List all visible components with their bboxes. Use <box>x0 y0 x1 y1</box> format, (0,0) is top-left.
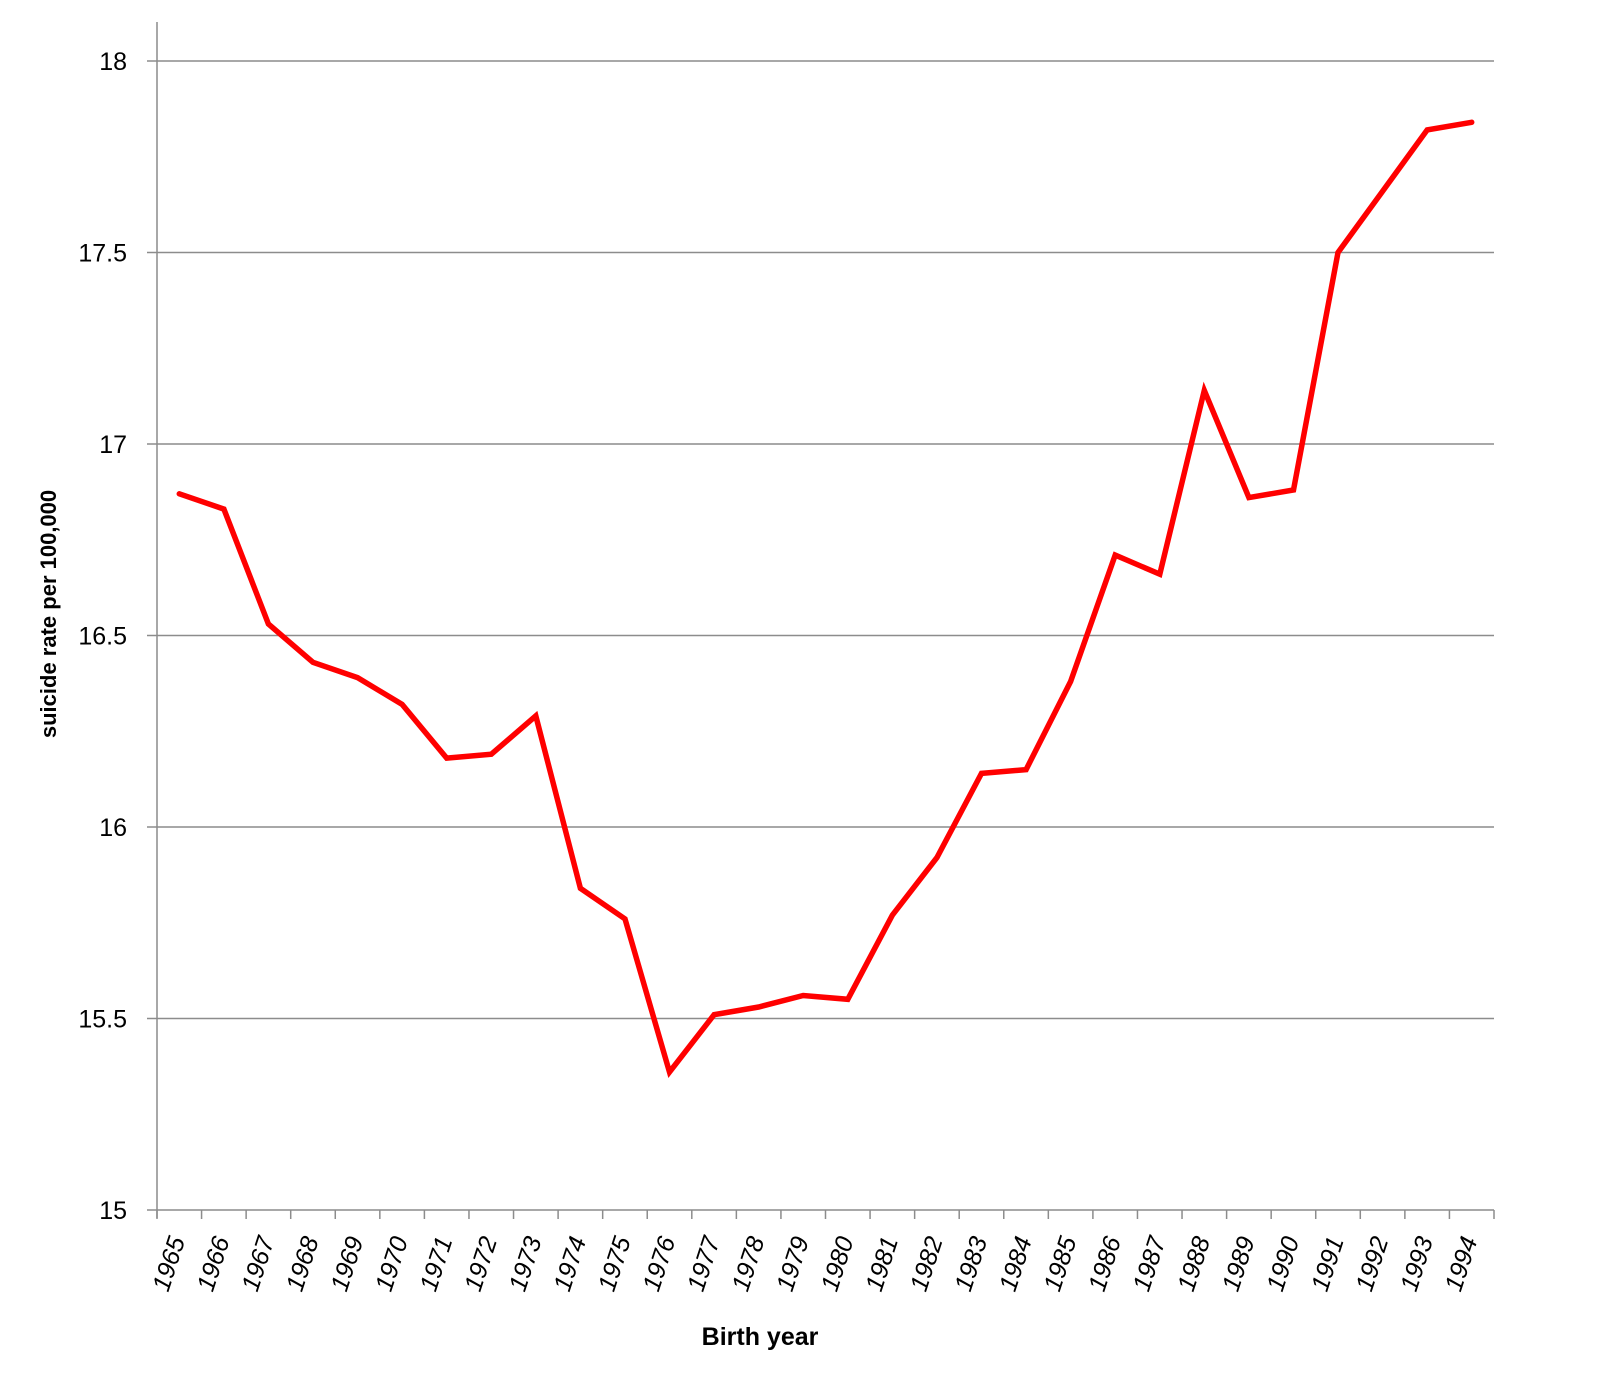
x-tick-label: 1976 <box>637 1233 681 1295</box>
y-tick-labels: 15 15.5 16 16.5 17 17.5 18 <box>78 48 127 1225</box>
x-axis-label: Birth year <box>702 1323 819 1351</box>
x-tick-label: 1993 <box>1395 1233 1439 1295</box>
x-tick-label: 1975 <box>593 1233 637 1295</box>
y-tick-label: 16 <box>99 814 127 842</box>
x-tick-label: 1979 <box>771 1233 815 1295</box>
y-tick-label: 16.5 <box>78 623 127 651</box>
x-tick-label: 1992 <box>1350 1233 1394 1295</box>
x-tick-label: 1991 <box>1306 1233 1350 1295</box>
x-tick-label: 1970 <box>370 1233 414 1295</box>
x-tick-label: 1966 <box>192 1233 236 1295</box>
x-tick-label: 1965 <box>147 1233 191 1295</box>
x-tick-label: 1972 <box>459 1233 503 1295</box>
x-tick-label: 1987 <box>1128 1232 1172 1295</box>
series <box>179 122 1472 1072</box>
x-tick-label: 1971 <box>415 1233 459 1295</box>
x-tick-label: 1967 <box>236 1232 280 1295</box>
x-tick-label: 1990 <box>1261 1233 1305 1295</box>
x-tick-label: 1969 <box>325 1233 369 1295</box>
x-tick-label: 1974 <box>548 1233 592 1295</box>
x-tick-label: 1985 <box>1039 1233 1083 1295</box>
x-tick-label: 1983 <box>949 1233 993 1295</box>
y-tick-label: 17.5 <box>78 240 127 268</box>
x-tick-label: 1973 <box>504 1233 548 1295</box>
x-tick-label: 1982 <box>905 1233 949 1295</box>
x-tick-label: 1984 <box>994 1233 1038 1295</box>
y-tick-label: 15.5 <box>78 1006 127 1034</box>
x-tick-label: 1981 <box>860 1233 904 1295</box>
y-tick-label: 15 <box>99 1197 127 1225</box>
axes <box>147 22 1494 1219</box>
x-tick-label: 1988 <box>1172 1233 1216 1295</box>
y-tick-label: 18 <box>99 48 127 76</box>
x-tick-label: 1978 <box>727 1233 771 1295</box>
x-tick-label: 1968 <box>281 1233 325 1295</box>
x-tick-label: 1977 <box>682 1232 726 1295</box>
gridlines <box>157 61 1494 1019</box>
y-axis-label: suicide rate per 100,000 <box>36 490 61 738</box>
y-tick-label: 17 <box>99 431 127 459</box>
x-tick-label: 1980 <box>816 1233 860 1295</box>
x-tick-label: 1989 <box>1217 1233 1261 1295</box>
x-tick-label: 1994 <box>1440 1233 1484 1295</box>
x-tick-label: 1986 <box>1083 1233 1127 1295</box>
series-line <box>179 122 1471 1072</box>
